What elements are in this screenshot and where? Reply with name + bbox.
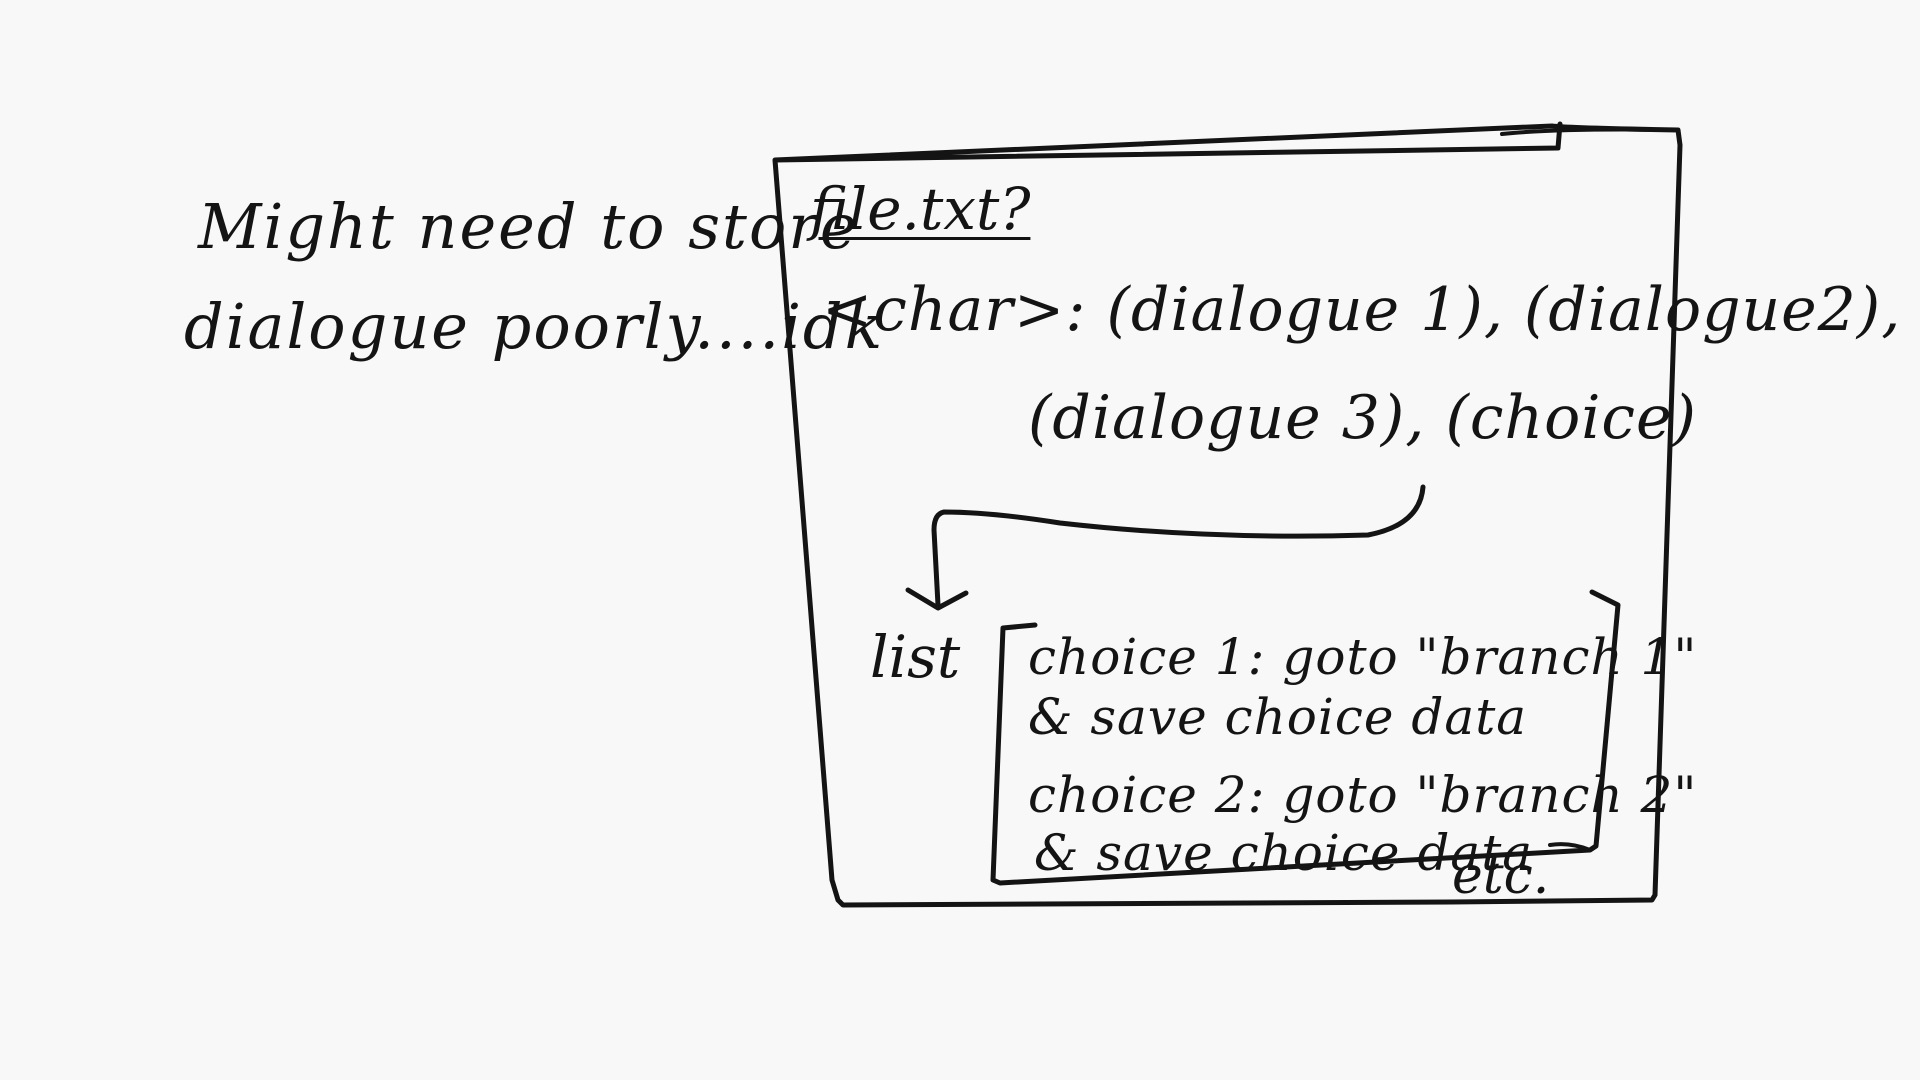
dialogue-line-1: <char>: (dialogue 1), (dialogue2), xyxy=(822,275,1902,345)
list-label: list xyxy=(870,623,961,691)
arrow-head xyxy=(905,587,969,611)
side-note-line-1: Might need to store xyxy=(198,190,859,263)
dialogue-line-2: (dialogue 3), (choice) xyxy=(1028,383,1697,453)
choice-1-line-2: & save choice data xyxy=(1028,688,1528,746)
side-note-line-2: dialogue poorly....idk xyxy=(184,290,885,363)
choice-2-line-2: & save choice data xyxy=(1034,824,1534,882)
list-box-outline xyxy=(990,589,1621,886)
choice-1-line-1: choice 1: goto "branch 1" xyxy=(1028,628,1698,686)
file-title: file.txt? xyxy=(810,175,1031,243)
etc-label: etc. xyxy=(1452,846,1550,906)
choice-2-line-1: choice 2: goto "branch 2" xyxy=(1028,766,1698,824)
choice-connector-arrow xyxy=(931,484,1426,608)
